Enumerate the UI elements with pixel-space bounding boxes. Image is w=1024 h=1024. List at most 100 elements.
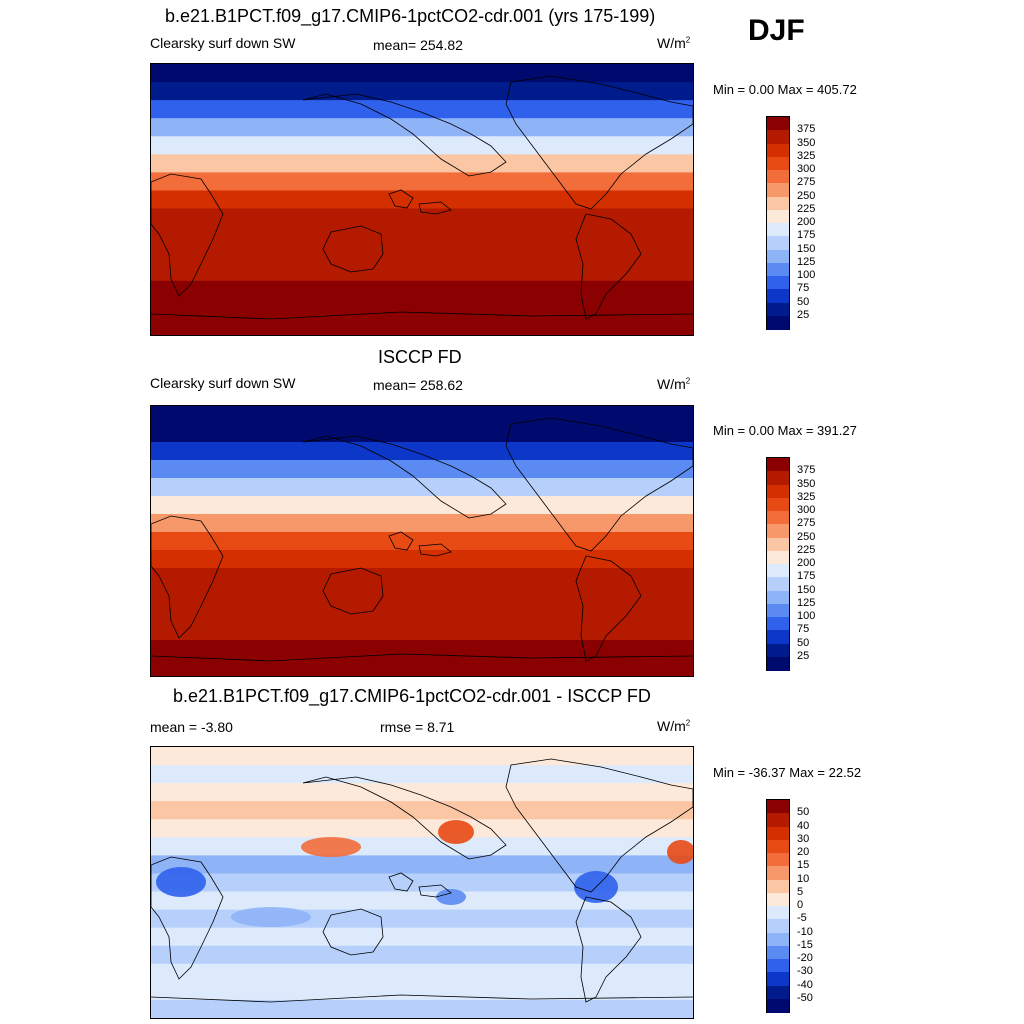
colorbar-tick-label: 25 [797, 649, 810, 662]
panel-3-mean: mean = -3.80 [150, 719, 233, 735]
colorbar-cell [767, 892, 789, 907]
latitude-band [151, 316, 693, 335]
latitude-band [151, 280, 693, 300]
colorbar-tick-label: -50 [797, 991, 813, 1004]
latitude-band [151, 622, 693, 641]
latitude-band [151, 298, 693, 318]
panel-3-rmse: rmse = 8.71 [380, 719, 455, 735]
colorbar-tick-label: 125 [797, 596, 816, 609]
panel-1-mean: mean= 254.82 [373, 37, 463, 53]
latitude-band [151, 424, 693, 443]
latitude-band [151, 963, 693, 983]
panel-3-minmax: Min = -36.37 Max = 22.52 [713, 765, 862, 780]
coastline [505, 75, 693, 210]
latitude-band [151, 747, 693, 767]
colorbar-cell [767, 853, 789, 867]
colorbar-cell [767, 866, 789, 880]
coastline [388, 872, 414, 892]
latitude-band [151, 927, 693, 947]
panel-2-units: W/m2 [657, 376, 691, 392]
latitude-band [151, 442, 693, 461]
colorbar-tick-label: 200 [797, 557, 816, 569]
panel-2-colorbar: 375 350 325 300 275 250 225 200 175 150 125 100 75 50… [766, 457, 815, 671]
latitude-band [151, 244, 693, 264]
latitude-band [151, 460, 693, 479]
latitude-band [151, 586, 693, 605]
colorbar-tick-label: -10 [797, 925, 813, 938]
latitude-band [151, 891, 693, 911]
colorbar-cell [767, 800, 789, 814]
latitude-band [151, 837, 693, 857]
colorbar-tick-label: 30 [797, 832, 810, 845]
latitude-band [151, 208, 693, 228]
colorbar-tick-label: 150 [797, 242, 816, 255]
colorbar-tick-label: 15 [797, 859, 810, 872]
colorbar-tick-label: -15 [797, 938, 813, 951]
latitude-band [151, 855, 693, 875]
colorbar-tick-label: 225 [797, 543, 816, 556]
panel-3-colorbar: 50 40 30 20 15 10 5 0 -5 -10 -15 -20 -30 -40 -50 [766, 799, 813, 1013]
colorbar-cell [767, 262, 789, 277]
colorbar-cell [767, 130, 789, 144]
panel-2-minmax: Min = 0.00 Max = 391.27 [713, 423, 857, 438]
latitude-band [151, 801, 693, 821]
panel-1-variable: Clearsky surf down SW [150, 35, 296, 51]
latitude-band [151, 514, 693, 533]
coastline [418, 201, 452, 215]
colorbar-tick-label: 275 [797, 517, 816, 530]
colorbar-cell [767, 276, 789, 290]
colorbar-cell [767, 813, 789, 827]
coastline [505, 417, 693, 552]
latitude-band [151, 604, 693, 623]
latitude-band [151, 82, 693, 102]
colorbar-cell [767, 998, 789, 1013]
colorbar-tick-label: 0 [797, 899, 804, 911]
colorbar-tick-label: -40 [797, 978, 813, 991]
panel-2-map [150, 405, 694, 677]
latitude-band [151, 999, 693, 1018]
colorbar-cell [767, 656, 789, 671]
coastline [302, 776, 507, 860]
colorbar-cell [767, 537, 789, 552]
colorbar-tick-label: 75 [797, 623, 810, 636]
coastline [151, 994, 693, 1003]
panel-1-title: b.e21.B1PCT.f09_g17.CMIP6-1pctCO2-cdr.00… [165, 6, 656, 26]
colorbar-cell [767, 524, 789, 538]
panel-2-mean: mean= 258.62 [373, 377, 463, 393]
colorbar-cell [767, 564, 789, 578]
latitude-band [151, 406, 693, 425]
colorbar-tick-label: 40 [797, 819, 810, 832]
colorbar-cell [767, 236, 789, 250]
colorbar-cell [767, 972, 789, 986]
latitude-band [151, 658, 693, 676]
panel-1-units: W/m2 [657, 35, 691, 51]
colorbar-cell [767, 945, 789, 960]
colorbar-cell [767, 183, 789, 197]
colorbar-cell [767, 143, 789, 158]
colorbar-tick-label: 275 [797, 176, 816, 189]
colorbar-tick-label: 225 [797, 202, 816, 215]
contour-map [151, 64, 693, 335]
colorbar-cell [767, 471, 789, 485]
anomaly-patch [667, 840, 693, 864]
anomaly-patch [231, 907, 311, 927]
coastline [575, 896, 642, 1003]
colorbar-cell [767, 209, 789, 224]
colorbar-cell [767, 289, 789, 303]
coastline [575, 555, 642, 662]
colorbar-tick-label: 100 [797, 610, 816, 622]
colorbar-tick-label: 100 [797, 269, 816, 281]
colorbar-tick-label: -20 [797, 952, 813, 964]
colorbar-cell [767, 919, 789, 933]
coastline [151, 515, 224, 639]
colorbar-cell [767, 839, 789, 854]
colorbar-cell [767, 550, 789, 565]
colorbar-tick-label: 375 [797, 464, 816, 477]
latitude-band [151, 478, 693, 497]
anomaly-patch [436, 889, 466, 905]
latitude-band [151, 226, 693, 246]
panel-1-map [150, 63, 694, 336]
colorbar-tick-label: 350 [797, 136, 816, 149]
latitude-band [151, 172, 693, 192]
colorbar-tick-label: 325 [797, 149, 816, 162]
